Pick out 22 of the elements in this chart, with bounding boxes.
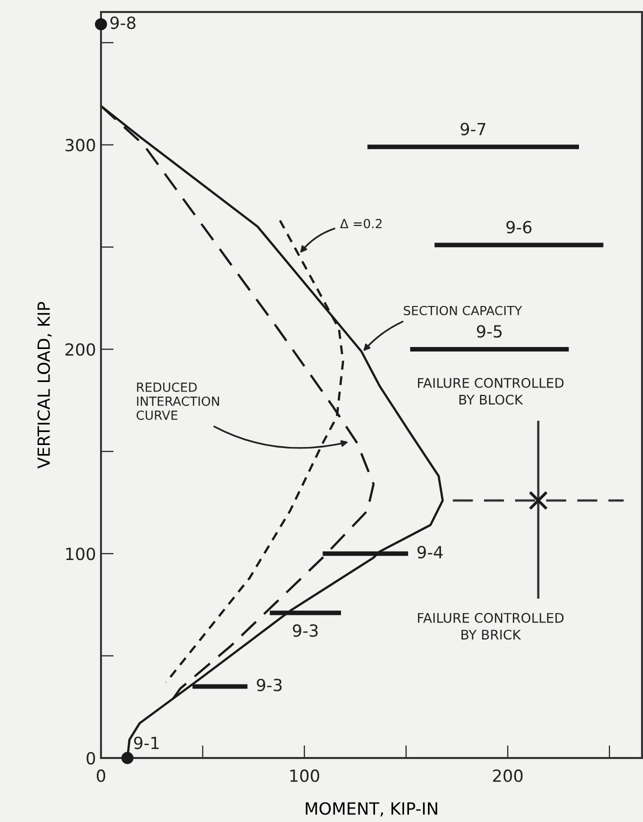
y-axis-title: VERTICAL LOAD, KIP: [37, 302, 52, 468]
x-tick-label: 100: [290, 769, 320, 782]
y-tick-label: 200: [66, 343, 96, 356]
x-tick-label: 200: [493, 769, 523, 782]
y-tick-label: 0: [86, 752, 96, 765]
y-tick-label: 300: [66, 138, 96, 152]
x-tick-label: 0: [96, 769, 106, 782]
series-label: 9-7: [460, 122, 486, 136]
series-label: 9-4: [417, 546, 443, 558]
y-tick-label: 100: [66, 548, 96, 560]
series-label: 9-1: [134, 736, 159, 750]
annotation: REDUCED INTERACTION CURVE: [136, 382, 219, 420]
annotation: FAILURE CONTROLLED BY BRICK: [418, 612, 564, 640]
series-label: 9-6: [506, 220, 532, 234]
annotation: Δ =0.2: [340, 218, 382, 228]
series-label: 9-8: [110, 16, 136, 30]
series-label: 9-3: [292, 624, 318, 637]
series-label: 9-5: [476, 325, 502, 338]
x-axis-title: MOMENT, KIP-IN: [306, 802, 438, 817]
annotation: SECTION CAPACITY: [404, 306, 522, 316]
series-label: 9-3: [256, 678, 282, 692]
annotation: FAILURE CONTROLLED BY BLOCK: [418, 378, 564, 405]
